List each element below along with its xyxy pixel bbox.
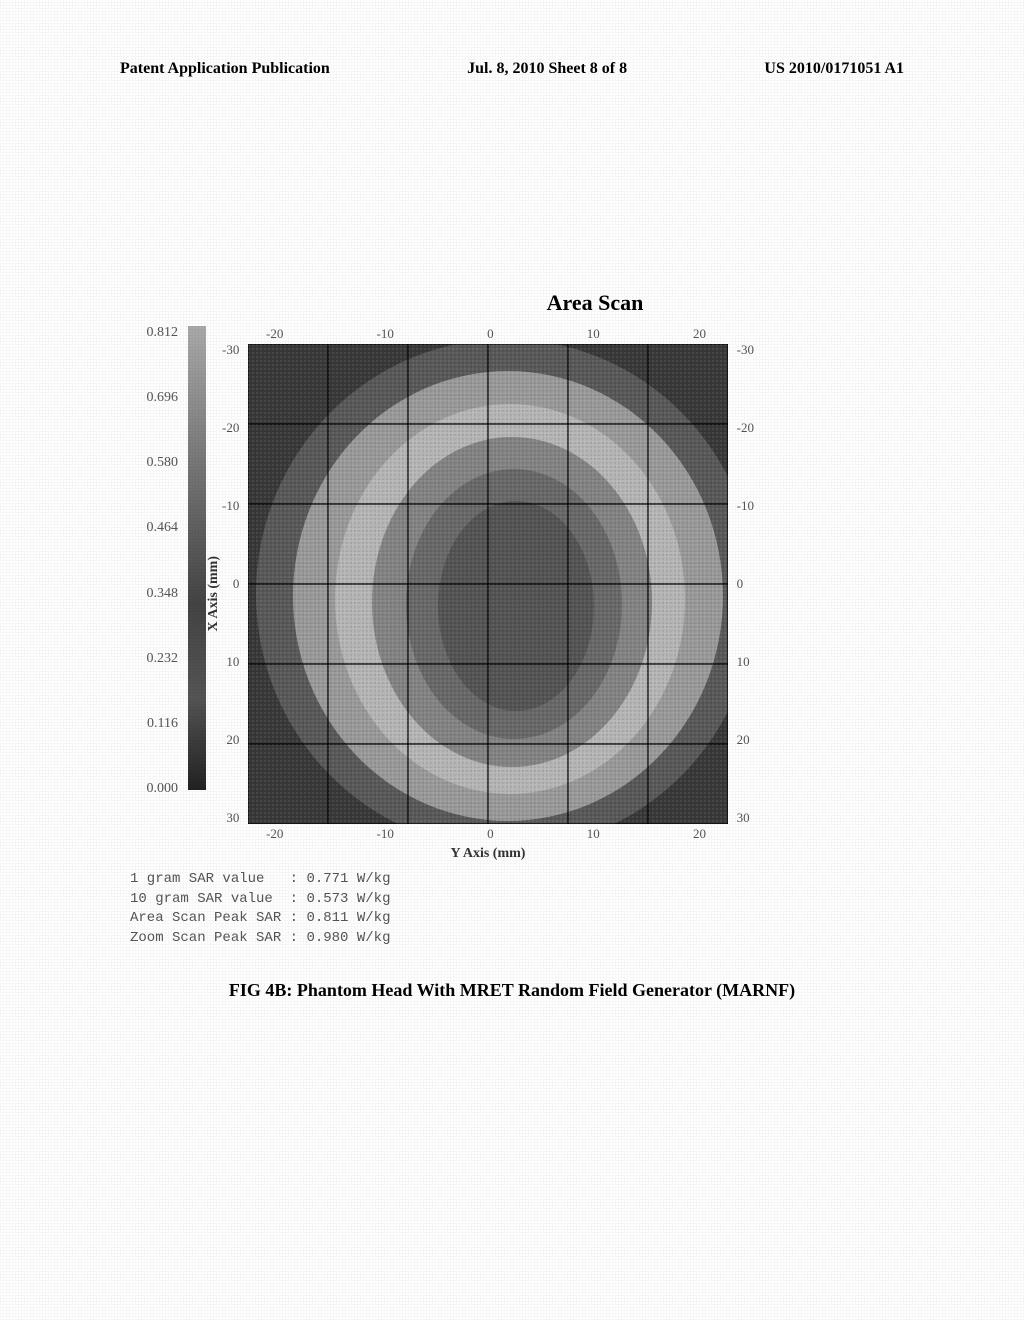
colorbar-tick: 0.580: [130, 456, 178, 470]
tick: -30: [222, 344, 239, 356]
page-header: Patent Application Publication Jul. 8, 2…: [0, 60, 1024, 78]
header-left: Patent Application Publication: [120, 60, 330, 78]
tick: 10: [587, 826, 600, 842]
colorbar-strip: [188, 326, 206, 790]
colorbar-tick: 0.116: [130, 717, 178, 731]
tick: 10: [587, 326, 600, 342]
sar-row: Area Scan Peak SAR : 0.811 W/kg: [130, 909, 390, 929]
chart-body: 0.812 0.696 0.580 0.464 0.348 0.232 0.11…: [130, 326, 870, 862]
plot-area: -20 -10 0 10 20 -30 -20 -10 0 10 20 30 -…: [230, 326, 728, 862]
tick: 0: [487, 326, 494, 342]
contour-plot: [248, 344, 728, 824]
tick: 10: [226, 656, 239, 668]
tick: 20: [737, 734, 750, 746]
colorbar-tick: 0.232: [130, 652, 178, 666]
tick: -10: [377, 326, 394, 342]
sar-label: 1 gram SAR value: [130, 871, 290, 887]
figure-caption: FIG 4B: Phantom Head With MRET Random Fi…: [0, 980, 1024, 1001]
tick: -30: [737, 344, 754, 356]
colorbar: 0.812 0.696 0.580 0.464 0.348 0.232 0.11…: [130, 326, 206, 796]
tick: 30: [226, 812, 239, 824]
sar-value: 0.771 W/kg: [306, 871, 390, 887]
tick: 20: [693, 326, 706, 342]
tick: 0: [737, 578, 744, 590]
sar-label: Zoom Scan Peak SAR: [130, 930, 290, 946]
sar-row: 1 gram SAR value : 0.771 W/kg: [130, 870, 390, 890]
tick: 0: [487, 826, 494, 842]
tick: 20: [693, 826, 706, 842]
top-ticks: -20 -10 0 10 20: [266, 326, 706, 342]
colorbar-tick: 0.812: [130, 326, 178, 340]
plot-grid: -30 -20 -10 0 10 20 30 -30 -20 -10 0 10 …: [248, 344, 728, 824]
sar-row: 10 gram SAR value : 0.573 W/kg: [130, 890, 390, 910]
tick: 10: [737, 656, 750, 668]
sar-value: 0.811 W/kg: [306, 910, 390, 926]
y-axis-label: Y Axis (mm): [248, 846, 728, 862]
tick: 30: [737, 812, 750, 824]
chart-title: Area Scan: [130, 290, 870, 316]
colorbar-tick: 0.000: [130, 782, 178, 796]
x-axis-label: X Axis (mm): [206, 556, 222, 631]
tick: -10: [737, 500, 754, 512]
tick: -20: [266, 826, 283, 842]
header-center: Jul. 8, 2010 Sheet 8 of 8: [467, 60, 627, 78]
sar-values: 1 gram SAR value : 0.771 W/kg 10 gram SA…: [130, 870, 390, 948]
colorbar-ticks: 0.812 0.696 0.580 0.464 0.348 0.232 0.11…: [130, 326, 178, 796]
right-ticks: -30 -20 -10 0 10 20 30: [737, 344, 754, 824]
sar-row: Zoom Scan Peak SAR : 0.980 W/kg: [130, 929, 390, 949]
tick: -10: [222, 500, 239, 512]
sar-label: Area Scan Peak SAR: [130, 910, 290, 926]
header-right: US 2010/0171051 A1: [764, 60, 904, 78]
left-ticks: -30 -20 -10 0 10 20 30: [222, 344, 239, 824]
colorbar-tick: 0.464: [130, 521, 178, 535]
colorbar-tick: 0.348: [130, 587, 178, 601]
sar-value: 0.573 W/kg: [306, 891, 390, 907]
tick: -20: [266, 326, 283, 342]
bottom-ticks: -20 -10 0 10 20: [266, 826, 706, 842]
sar-label: 10 gram SAR value: [130, 891, 290, 907]
tick: -20: [737, 422, 754, 434]
tick: -20: [222, 422, 239, 434]
tick: -10: [377, 826, 394, 842]
figure-container: Area Scan 0.812 0.696 0.580 0.464 0.348 …: [130, 290, 870, 862]
tick: 20: [226, 734, 239, 746]
sar-value: 0.980 W/kg: [306, 930, 390, 946]
tick: 0: [233, 578, 240, 590]
colorbar-tick: 0.696: [130, 391, 178, 405]
